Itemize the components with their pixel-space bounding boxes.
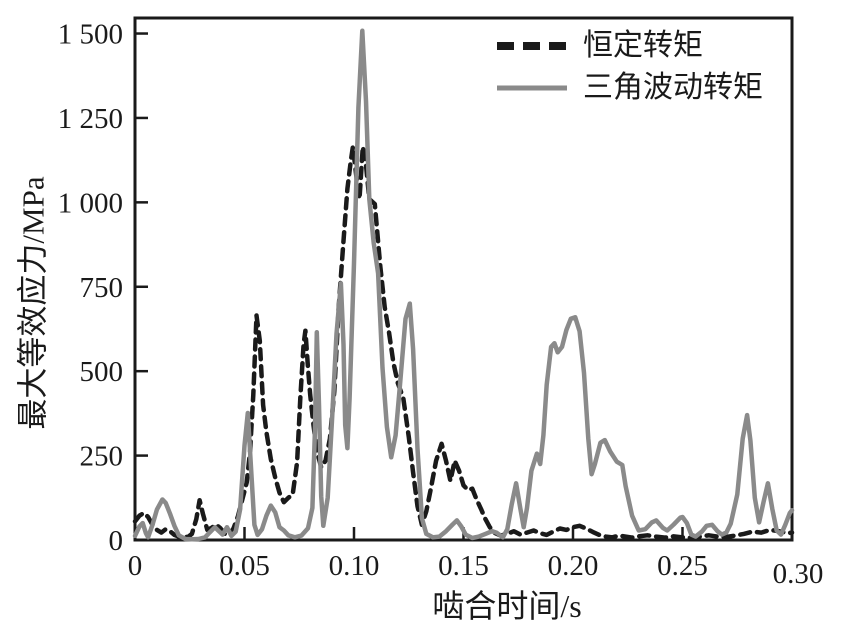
y-tick-label: 0 <box>109 525 124 557</box>
x-tick-label: 0.30 <box>773 558 824 590</box>
series-line-triangular-torque <box>132 28 795 542</box>
y-tick-label: 500 <box>80 356 124 388</box>
x-tick-label: 0.20 <box>548 550 599 582</box>
legend-label-triangular-torque: 三角波动转矩 <box>583 71 763 104</box>
y-tick-label: 1 250 <box>58 103 123 135</box>
y-tick-label: 750 <box>80 272 124 304</box>
y-tick-label: 1 500 <box>58 19 123 51</box>
x-tick-label: 0.05 <box>219 550 270 582</box>
x-tick-label: 0.25 <box>657 550 708 582</box>
x-tick-label: 0.10 <box>329 550 380 582</box>
dashed-line-key-icon <box>497 42 567 50</box>
x-axis-title: 啮合时间/s <box>432 588 582 624</box>
y-axis-title: 最大等效应力/MPa <box>15 176 51 430</box>
solid-line-key-icon <box>497 85 567 91</box>
y-tick-label: 250 <box>80 441 124 473</box>
x-tick-label: 0 <box>128 550 143 582</box>
legend-item-triangular-torque: 三角波动转矩 <box>497 68 763 108</box>
legend-item-constant-torque: 恒定转矩 <box>497 26 763 66</box>
x-tick-label: 0.15 <box>438 550 489 582</box>
legend-label-constant-torque: 恒定转矩 <box>583 29 703 62</box>
series-line-constant-torque <box>132 144 795 541</box>
legend: 恒定转矩 三角波动转矩 <box>497 26 763 108</box>
y-tick-label: 1 000 <box>58 187 123 219</box>
